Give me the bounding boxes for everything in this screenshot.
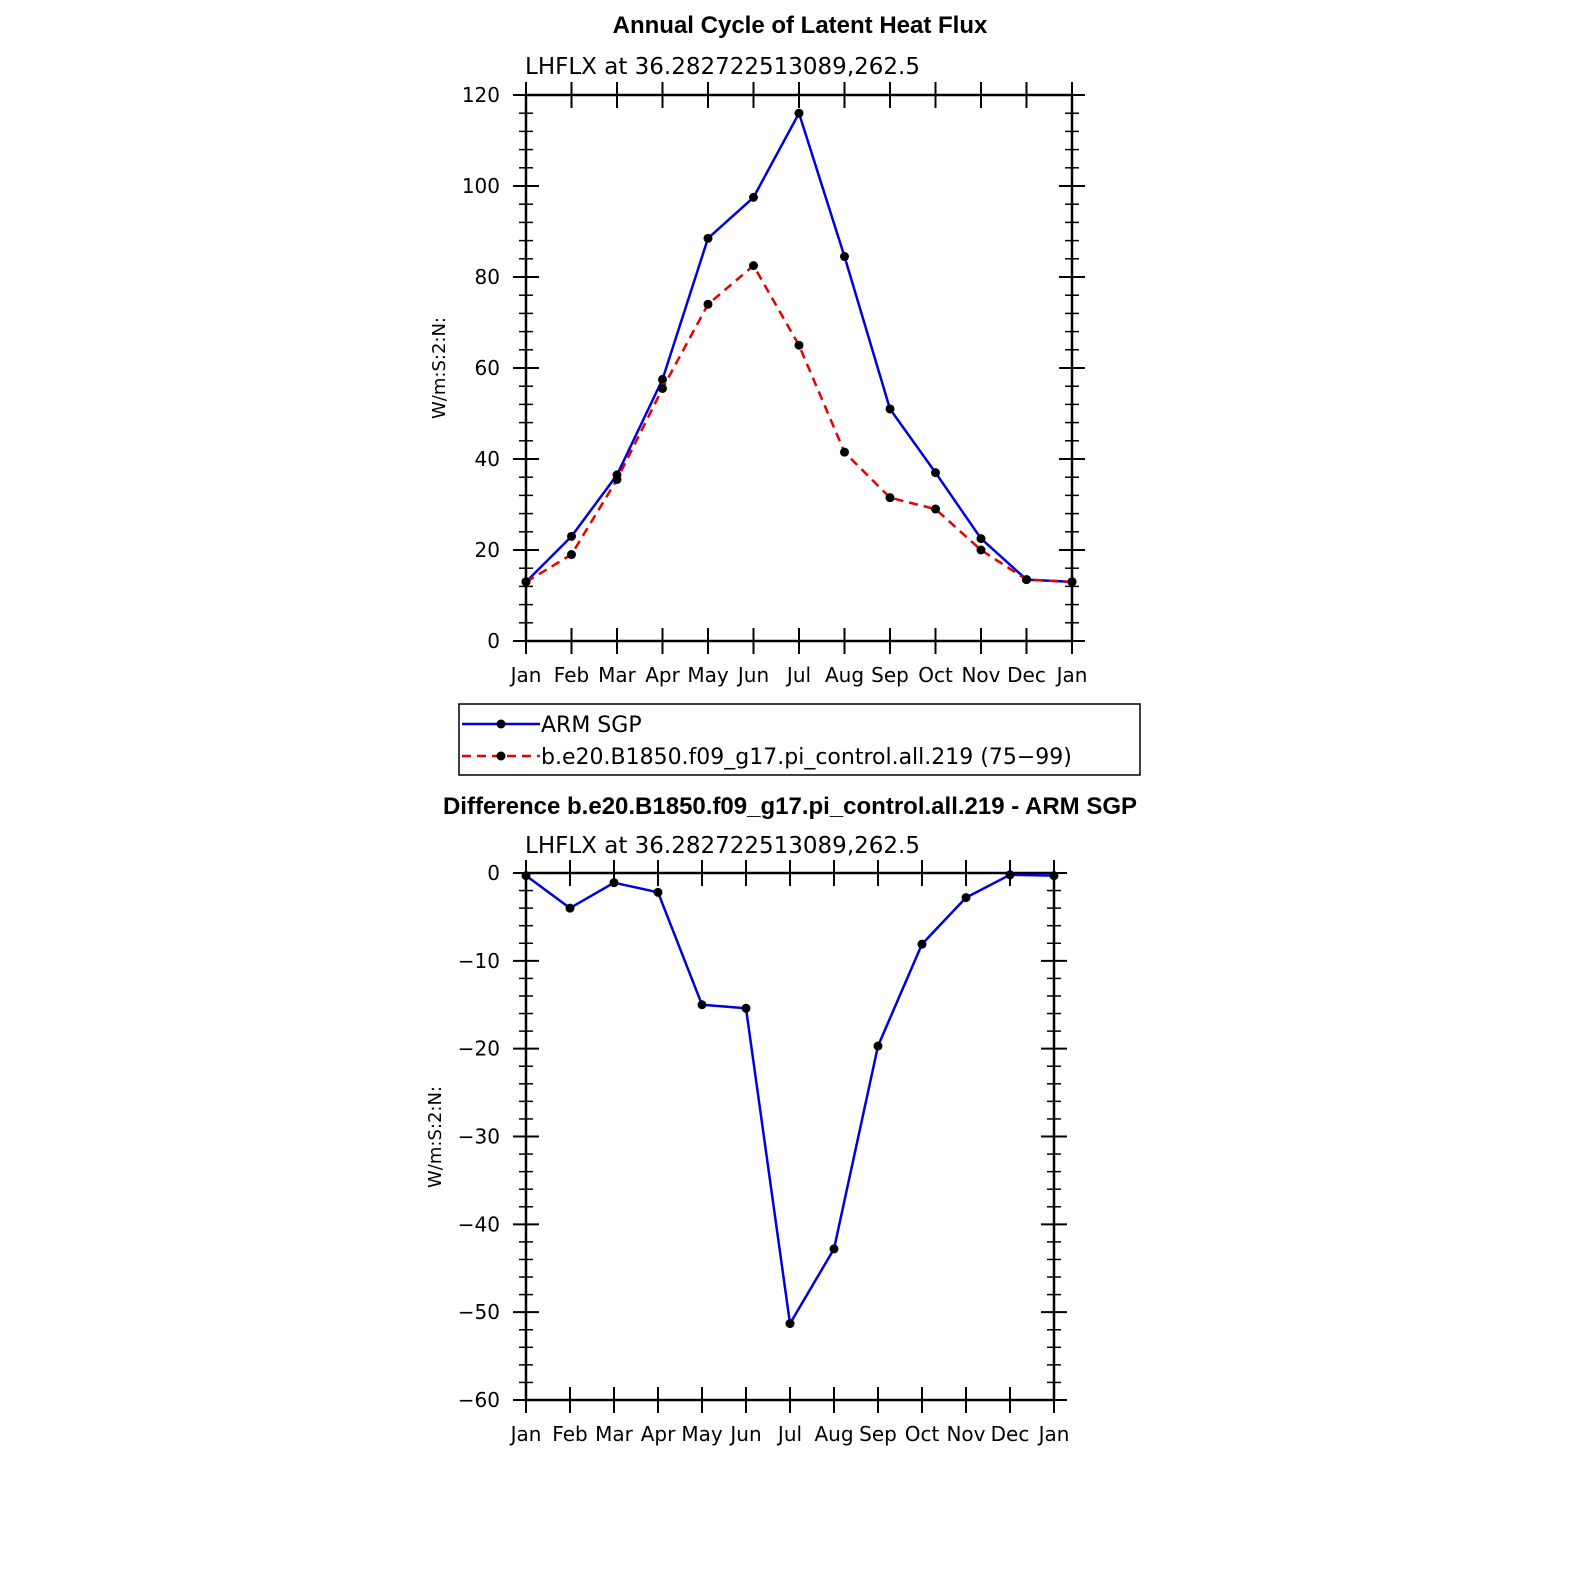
legend-label-model: b.e20.B1850.f09_g17.pi_control.all.219 (… xyxy=(541,745,1072,770)
bottom-y-tick-label: −60 xyxy=(458,1388,500,1412)
top-series-1-point xyxy=(703,299,713,309)
top-series-0-point xyxy=(794,108,804,118)
bottom-y-tick-label: −10 xyxy=(458,949,500,973)
bottom-y-tick-label: −40 xyxy=(458,1212,500,1236)
bottom-series-0-point xyxy=(961,893,971,903)
difference-panel: Difference b.e20.B1850.f09_g17.pi_contro… xyxy=(425,793,1137,1446)
top-series-line-1 xyxy=(525,264,1073,584)
bottom-series-0-point xyxy=(741,1003,751,1013)
bottom-chart-subtitle: LHFLX at 36.282722513089,262.5 xyxy=(525,833,920,859)
top-x-tick-label: Apr xyxy=(645,663,680,687)
bottom-series-0-point xyxy=(829,1244,839,1254)
bottom-series-0-point xyxy=(521,871,531,881)
bottom-series xyxy=(521,870,1059,1329)
top-series-0-point xyxy=(749,192,758,202)
top-x-tick-label: Aug xyxy=(825,663,864,687)
bottom-series-0-point xyxy=(565,903,575,913)
bottom-series-line-0 xyxy=(525,873,1055,1325)
legend-marker-model xyxy=(496,751,506,761)
top-x-tick-label: Jan xyxy=(509,663,542,687)
bottom-chart-title: Difference b.e20.B1850.f09_g17.pi_contro… xyxy=(443,793,1137,820)
top-x-tick-label: Jun xyxy=(736,663,769,687)
bottom-series-0-point xyxy=(1049,871,1059,881)
top-series-1-point xyxy=(521,577,531,587)
top-series-1-point xyxy=(885,493,895,503)
bottom-y-axis-label: W/m:S:2:N: xyxy=(425,1086,446,1188)
top-series xyxy=(521,108,1077,587)
bottom-x-tick-label: Jul xyxy=(776,1422,802,1446)
top-series-0-point xyxy=(885,404,895,414)
top-series-1-point xyxy=(931,504,940,514)
top-x-tick-label: Jul xyxy=(785,663,811,687)
bottom-x-tick-label: Nov xyxy=(946,1422,985,1446)
top-x-tick-label: Sep xyxy=(871,663,909,687)
bottom-x-tick-label: Oct xyxy=(905,1422,940,1446)
top-x-tick-label: Nov xyxy=(961,663,1000,687)
top-y-tick-label: 80 xyxy=(475,265,500,289)
top-x-tick-label: May xyxy=(687,663,729,687)
top-axes xyxy=(524,93,1074,643)
top-series-1-point xyxy=(1022,575,1031,585)
annual-cycle-panel: Annual Cycle of Latent Heat Flux LHFLX a… xyxy=(429,12,1087,687)
top-series-1-point xyxy=(1067,577,1077,587)
top-x-tick-label: Oct xyxy=(918,663,953,687)
top-series-1-point xyxy=(658,383,667,393)
bottom-x-tick-label: Jan xyxy=(1037,1422,1070,1446)
top-x-tick-label: Jan xyxy=(1055,663,1088,687)
top-y-tick-label: 60 xyxy=(475,356,500,380)
bottom-series-0-point xyxy=(1005,870,1015,880)
top-series-1-point xyxy=(976,545,986,555)
top-plot-frame xyxy=(524,93,1074,643)
top-series-1-point xyxy=(612,474,622,484)
bottom-x-tick-label: Sep xyxy=(859,1422,897,1446)
top-y-tick-label: 0 xyxy=(487,629,500,653)
bottom-series-0-point xyxy=(653,887,663,897)
top-y-tick-label: 40 xyxy=(475,447,500,471)
bottom-x-tick-label: Jun xyxy=(728,1422,761,1446)
bottom-y-tick-label: 0 xyxy=(487,861,500,885)
bottom-series-0-point xyxy=(697,1000,707,1010)
bottom-series-0-point xyxy=(917,939,927,949)
top-series-1-point xyxy=(749,261,758,271)
top-series-0-point xyxy=(840,252,849,262)
bottom-series-0-point xyxy=(785,1319,795,1329)
top-x-tick-label: Feb xyxy=(554,663,589,687)
bottom-x-tick-label: Aug xyxy=(814,1422,853,1446)
top-y-tick-label: 100 xyxy=(462,174,500,198)
bottom-ticks: Jan Feb Mar Apr May Jun Jul Aug Sep Oct Nov Dec Jan−… xyxy=(458,860,1070,1446)
bottom-series-0-point xyxy=(873,1041,883,1051)
bottom-x-tick-label: Dec xyxy=(991,1422,1030,1446)
bottom-y-tick-label: −30 xyxy=(458,1125,500,1149)
bottom-x-tick-label: Feb xyxy=(552,1422,587,1446)
top-series-0-point xyxy=(703,233,713,243)
legend-label-arm-sgp: ARM SGP xyxy=(541,713,642,738)
top-y-axis-label: W/m:S:2:N: xyxy=(429,317,450,419)
bottom-y-tick-label: −20 xyxy=(458,1037,500,1061)
top-series-0-point xyxy=(567,531,576,541)
top-y-tick-label: 20 xyxy=(475,538,500,562)
top-series-0-point xyxy=(931,468,940,478)
legend: ARM SGP b.e20.B1850.f09_g17.pi_control.a… xyxy=(458,703,1141,776)
bottom-y-tick-label: −50 xyxy=(458,1300,500,1324)
bottom-x-tick-label: May xyxy=(681,1422,723,1446)
bottom-x-tick-label: Apr xyxy=(641,1422,676,1446)
top-chart-title: Annual Cycle of Latent Heat Flux xyxy=(613,12,988,39)
top-series-0-point xyxy=(976,534,986,544)
top-series-1-point xyxy=(840,447,849,457)
top-y-tick-label: 120 xyxy=(462,83,500,107)
top-series-0-point xyxy=(658,374,667,384)
top-series-1-point xyxy=(567,550,576,560)
bottom-series-0-point xyxy=(609,878,619,888)
top-x-tick-label: Dec xyxy=(1007,663,1046,687)
bottom-x-tick-label: Jan xyxy=(509,1422,542,1446)
bottom-x-tick-label: Mar xyxy=(595,1422,634,1446)
top-series-1-point xyxy=(794,340,804,350)
top-chart-subtitle: LHFLX at 36.282722513089,262.5 xyxy=(525,54,920,80)
legend-marker-arm-sgp xyxy=(496,719,506,729)
top-x-tick-label: Mar xyxy=(598,663,637,687)
top-ticks: Jan Feb Mar Apr May Jun Jul Aug Sep Oct Nov Dec Jan 0… xyxy=(462,82,1088,687)
legend-box xyxy=(458,703,1141,776)
